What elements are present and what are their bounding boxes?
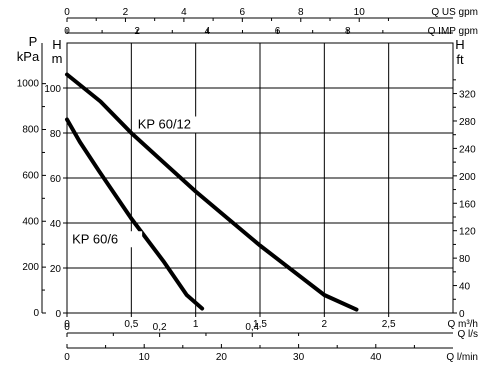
tick-label-kpa: 600 (22, 170, 39, 181)
tick-label-m: 80 (50, 129, 62, 140)
axis-label-bottom-main: Q m³/h (447, 319, 478, 330)
tick-label-us-gpm: 10 (354, 7, 366, 18)
tick-label-us-gpm: 2 (123, 7, 129, 18)
curve-kp-60-6 (65, 117, 205, 311)
tick-label-kpa: 400 (22, 216, 39, 227)
axis-label-kpa-top: P (29, 34, 38, 49)
tick-label-lmin: 10 (139, 352, 151, 363)
tick-label-m: 60 (50, 174, 62, 185)
tick-label-imp-gpm: 4 (205, 26, 211, 37)
tick-label-bottom-main: 2 (322, 319, 328, 330)
tick-label-us-gpm: 0 (64, 7, 70, 18)
curve-label-bg (70, 231, 143, 248)
curve-kp-60-12 (65, 72, 359, 312)
tick-label-ft: 80 (459, 254, 471, 265)
curve-label: KP 60/6 (72, 231, 118, 246)
tick-label-ft: 40 (459, 282, 471, 293)
axis-label-ft-top: H (455, 37, 464, 52)
tick-label-kpa: 800 (22, 125, 39, 136)
curve-label: KP 60/12 (138, 117, 191, 132)
tick-label-kpa: 200 (22, 262, 39, 273)
axis-label-ls: Q l/s (457, 329, 478, 340)
tick-label-ft: 240 (459, 144, 476, 155)
grid-lines (67, 42, 453, 313)
tick-label-ft: 0 (459, 309, 465, 320)
axes: 0 0,5 1 1,5 2 2,50 0,2 0,40 10 20 30 400 2 4 6 8 100 2 4 6 8… (17, 7, 476, 363)
axis-label-kpa-bottom: kPa (17, 49, 40, 64)
tick-label-lmin: 0 (64, 352, 70, 363)
axis-label-m-top: H (52, 37, 61, 52)
tick-label-m: 0 (55, 309, 61, 320)
tick-label-lmin: 20 (216, 352, 228, 363)
tick-label-m: 100 (44, 84, 61, 95)
tick-label-ls: 0,2 (153, 322, 167, 333)
tick-label-m: 20 (50, 264, 62, 275)
tick-label-ft: 280 (459, 117, 476, 128)
tick-label-bottom-main: 0,5 (124, 319, 138, 330)
tick-label-bottom-main: 1,5 (253, 319, 267, 330)
tick-label-lmin: 40 (370, 352, 382, 363)
axis-label-ft-bottom: ft (456, 52, 464, 67)
axis-label-us-gpm: Q US gpm (431, 7, 478, 18)
tick-label-us-gpm: 4 (181, 7, 187, 18)
tick-label-imp-gpm: 2 (134, 26, 140, 37)
tick-label-kpa: 1000 (17, 79, 40, 90)
tick-label-ft: 120 (459, 227, 476, 238)
tick-label-ls: 0 (64, 322, 70, 333)
curve-label-bg (135, 116, 208, 133)
tick-label-imp-gpm: 8 (345, 26, 351, 37)
tick-label-ft: 200 (459, 172, 476, 183)
tick-label-ft: 160 (459, 199, 476, 210)
tick-label-ft: 320 (459, 90, 476, 101)
tick-label-bottom-main: 1 (193, 319, 199, 330)
tick-label-lmin: 30 (293, 352, 305, 363)
tick-label-imp-gpm: 6 (275, 26, 281, 37)
tick-label-bottom-main: 0 (64, 319, 70, 330)
tick-label-ls: 0,4 (245, 322, 259, 333)
axis-label-m-bottom: m (52, 51, 63, 66)
axis-label-imp-gpm: Q IMP gpm (428, 26, 478, 37)
tick-label-kpa: 0 (33, 308, 39, 319)
tick-label-bottom-main: 2,5 (382, 319, 396, 330)
axis-label-lmin: Q l/min (446, 352, 478, 363)
tick-label-us-gpm: 6 (240, 7, 246, 18)
tick-label-m: 40 (50, 219, 62, 230)
tick-label-imp-gpm: 0 (64, 26, 70, 37)
curves: KP 60/12 KP 60/6 (65, 72, 359, 312)
tick-label-us-gpm: 8 (298, 7, 304, 18)
